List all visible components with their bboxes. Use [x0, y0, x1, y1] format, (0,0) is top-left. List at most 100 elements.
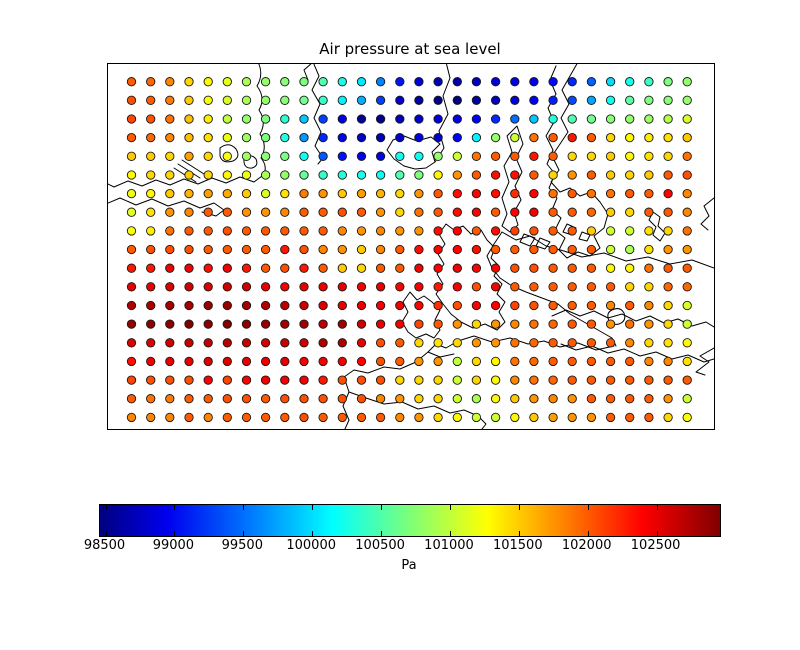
data-point: [433, 319, 443, 329]
data-point: [414, 170, 424, 180]
data-point: [682, 412, 692, 423]
data-point: [605, 207, 616, 217]
data-point: [146, 244, 156, 255]
data-point: [337, 282, 347, 292]
data-point: [126, 132, 137, 143]
data-point: [510, 244, 520, 255]
data-point: [452, 188, 462, 199]
data-point: [146, 77, 156, 87]
data-point: [433, 77, 443, 87]
data-point: [663, 207, 673, 217]
data-point: [510, 338, 520, 348]
data-point: [203, 77, 213, 87]
data-point: [605, 95, 616, 105]
data-point: [682, 319, 692, 329]
data-point: [146, 151, 156, 161]
data-point: [605, 300, 616, 311]
data-point: [280, 151, 290, 161]
data-point: [586, 338, 597, 348]
data-point: [625, 338, 635, 348]
data-point: [490, 95, 501, 105]
data-point: [165, 394, 175, 404]
data-point: [165, 375, 175, 385]
coastline-path: [700, 197, 714, 231]
colorbar-tick: [450, 505, 451, 510]
data-point: [165, 356, 175, 367]
data-point: [510, 319, 520, 329]
map-plot: [108, 64, 714, 429]
data-point: [490, 151, 501, 161]
data-point: [529, 226, 539, 236]
data-point: [452, 151, 462, 161]
data-point: [146, 263, 156, 273]
data-point: [184, 375, 194, 385]
data-point: [625, 226, 635, 236]
data-point: [452, 77, 462, 87]
data-point: [318, 207, 328, 217]
colorbar-unit-label: Pa: [401, 558, 417, 573]
data-point: [318, 132, 328, 143]
data-point: [299, 188, 309, 199]
data-point: [260, 95, 271, 105]
data-point: [375, 207, 386, 217]
data-point: [490, 319, 501, 329]
data-point: [567, 300, 577, 311]
data-point: [510, 375, 520, 385]
coastline-path: [401, 291, 441, 339]
data-point: [241, 151, 252, 161]
data-point: [644, 77, 654, 87]
data-point: [586, 263, 597, 273]
data-point: [586, 114, 597, 124]
data-point: [375, 151, 386, 161]
data-point: [280, 244, 290, 255]
data-point: [586, 282, 597, 292]
data-point: [548, 77, 558, 87]
data-point: [548, 244, 558, 255]
data-point: [184, 207, 194, 217]
coastline-path: [435, 223, 506, 331]
data-point: [605, 263, 616, 273]
data-point: [356, 207, 367, 217]
data-point: [203, 170, 213, 180]
data-point: [490, 132, 501, 143]
colorbar-tick-label: 99000: [152, 538, 195, 553]
data-point: [375, 188, 386, 199]
data-point: [356, 151, 367, 161]
data-point: [318, 170, 328, 180]
data-point: [452, 132, 462, 143]
data-point: [586, 95, 597, 105]
data-point: [414, 394, 424, 404]
data-point: [203, 412, 213, 423]
data-point: [375, 412, 386, 423]
data-point: [299, 226, 309, 236]
data-point: [548, 356, 558, 367]
data-point: [184, 394, 194, 404]
data-point: [375, 282, 386, 292]
data-point: [241, 77, 252, 87]
data-point: [548, 319, 558, 329]
data-point: [126, 151, 137, 161]
data-point: [682, 338, 692, 348]
data-point: [605, 188, 616, 199]
data-point: [280, 226, 290, 236]
data-point: [471, 188, 482, 199]
data-point: [471, 356, 482, 367]
data-point: [663, 338, 673, 348]
data-point: [318, 77, 328, 87]
data-point: [260, 263, 271, 273]
data-point: [280, 170, 290, 180]
data-point: [548, 207, 558, 217]
data-point: [529, 170, 539, 180]
data-point: [586, 77, 597, 87]
data-point: [126, 95, 137, 105]
data-point: [184, 188, 194, 199]
coastline-path: [695, 347, 714, 376]
data-point: [337, 356, 347, 367]
data-point: [260, 77, 271, 87]
data-point: [433, 356, 443, 367]
data-point: [682, 282, 692, 292]
data-point: [663, 244, 673, 255]
data-point: [663, 170, 673, 180]
data-point: [222, 300, 232, 311]
data-point: [529, 338, 539, 348]
